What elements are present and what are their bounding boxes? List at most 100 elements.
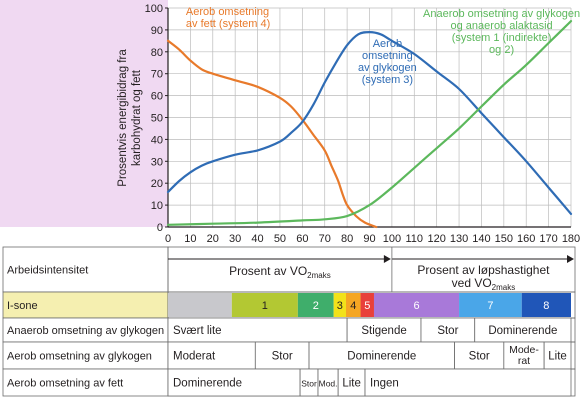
aerobic-fat-label: Stor [301, 379, 317, 389]
grid-lines [167, 7, 572, 228]
anaerobic-glycogen-label: Stigende [361, 325, 406, 337]
series-label: Anaerob omsetning av glykogen og anaerob … [423, 8, 580, 56]
intensity-left-text: Prosent av VO [229, 264, 307, 278]
series-label-line: av fett (system 4) [186, 18, 270, 30]
row-label: Aerob omsetning av glykogen [7, 351, 152, 363]
aerobic-glycogen-label-line: rat [518, 355, 530, 367]
row-label-cell [2, 317, 169, 343]
y-tick-label: 90 [151, 25, 163, 37]
aerobic-glycogen-label: Stor [469, 351, 490, 363]
aerobic-fat-label: Dominerende [173, 378, 242, 390]
aerobic-fat-cell [167, 368, 301, 397]
row-label: Arbeidsintensitet [7, 265, 88, 277]
y-tick-label: 80 [151, 47, 163, 59]
series-label-line: og anaerob alaktasid [451, 20, 553, 32]
y-tick-label: 70 [151, 69, 163, 81]
aerobic-glycogen-label-line: Mode- [509, 344, 539, 356]
zone-cell [360, 293, 374, 317]
x-tick-label: 90 [363, 233, 375, 245]
x-tick-label: 10 [184, 233, 196, 245]
zone-label: 8 [543, 300, 549, 312]
zone-cell [333, 293, 346, 317]
y-tick-label: 40 [151, 134, 163, 146]
series-line-fat [166, 39, 378, 229]
aerobic-glycogen-label: Moderat [173, 351, 216, 363]
x-tick-label: 170 [539, 233, 557, 245]
zone-cell [373, 293, 460, 317]
aerobic-fat-cell [337, 368, 366, 397]
zone-cell [168, 293, 232, 317]
aerobic-fat-label: Mod. [319, 379, 338, 389]
x-tick-label: 140 [472, 233, 490, 245]
anaerobic-glycogen-label: Dominerende [488, 325, 557, 337]
anaerobic-glycogen-cell [420, 317, 476, 343]
y-tick-label: 0 [157, 222, 163, 234]
zone-cell [521, 293, 571, 317]
zone-cell [231, 293, 298, 317]
row-label-cell [2, 368, 169, 397]
x-tick-label: 80 [341, 233, 353, 245]
x-tick-label: 120 [427, 233, 445, 245]
y-tick-label: 30 [151, 156, 163, 168]
intensity-left-sub: 2maks [307, 271, 331, 280]
anaerobic-glycogen-label: Stor [437, 325, 458, 337]
row-label: Anaerob omsetning av glykogen [7, 325, 164, 337]
zone-label: 3 [337, 300, 343, 312]
row-label-cell [2, 246, 169, 293]
series-label-line: av glykogen [358, 62, 417, 74]
y-tick-label: 50 [151, 113, 163, 125]
left-panel [0, 0, 168, 227]
row-label: I-sone [7, 300, 38, 312]
series-label-line: (system 3) [362, 74, 413, 86]
aerobic-glycogen-label: Mode-rat [509, 344, 539, 367]
y-tick-label: 10 [151, 200, 163, 212]
x-tick-label: 160 [517, 233, 535, 245]
series-line-aerobic-glycogen [166, 31, 573, 215]
aerobic-glycogen-label: Dominerende [347, 351, 416, 363]
zone-label: 7 [487, 300, 493, 312]
aerobic-glycogen-cell [543, 341, 572, 370]
series-label-line: (system 1 (indirekte) [452, 32, 552, 44]
row-label: Aerob omsetning av fett [7, 378, 123, 390]
y-axis-label-line: Prosentvis energibidrag fra [117, 49, 129, 187]
zone-label: 6 [413, 300, 419, 312]
anaerobic-glycogen-label: Svært lite [173, 325, 222, 337]
x-tick-label: 70 [319, 233, 331, 245]
intensity-right-sub: 2maks [492, 283, 516, 292]
series-label-line: omsetning [362, 50, 413, 62]
x-tick-label: 100 [383, 233, 401, 245]
series-label-line: Aerob omsetning [186, 6, 269, 18]
intensity-right-label: Prosent av løpshastighet [417, 263, 550, 277]
anaerobic-glycogen-cell [474, 317, 572, 343]
series-line-anaerobic [166, 20, 573, 226]
x-tick-label: 180 [562, 233, 580, 245]
arrowhead-icon [567, 255, 574, 263]
zone-label: 4 [350, 300, 356, 312]
series-label-line: Aerob [373, 38, 402, 50]
zone-cell [297, 293, 334, 317]
y-axis-label-line: karbohydrat og fett [131, 69, 143, 166]
y-tick-label: 60 [151, 91, 163, 103]
intensity-right-text: ved VO [452, 276, 492, 290]
aerobic-glycogen-label: Lite [548, 351, 567, 363]
x-tick-label: 110 [406, 233, 424, 245]
series-label-line: Anaerob omsetning av glykogen [423, 8, 580, 20]
x-tick-label: 0 [165, 233, 171, 245]
x-tick-label: 150 [495, 233, 513, 245]
arrowhead-icon [383, 255, 391, 263]
aerobic-fat-cell [364, 368, 572, 397]
x-tick-label: 130 [450, 233, 468, 245]
y-axis-label: Prosentvis energibidrag fra karbohydrat o… [117, 49, 143, 187]
x-tick-label: 20 [207, 233, 219, 245]
aerobic-fat-label: Lite [342, 378, 361, 390]
zone-label: 2 [313, 300, 319, 312]
zone-label: 1 [262, 300, 268, 312]
intensity-left-label: Prosent av VO2maks [229, 264, 331, 280]
series-label-line: og 2) [489, 44, 514, 56]
x-tick-label: 40 [251, 233, 263, 245]
aerobic-fat-label: Ingen [370, 378, 399, 390]
anaerobic-glycogen-cell [346, 317, 422, 343]
zone-cell [345, 293, 361, 317]
y-tick-label: 100 [145, 3, 163, 15]
x-tick-label: 50 [274, 233, 286, 245]
